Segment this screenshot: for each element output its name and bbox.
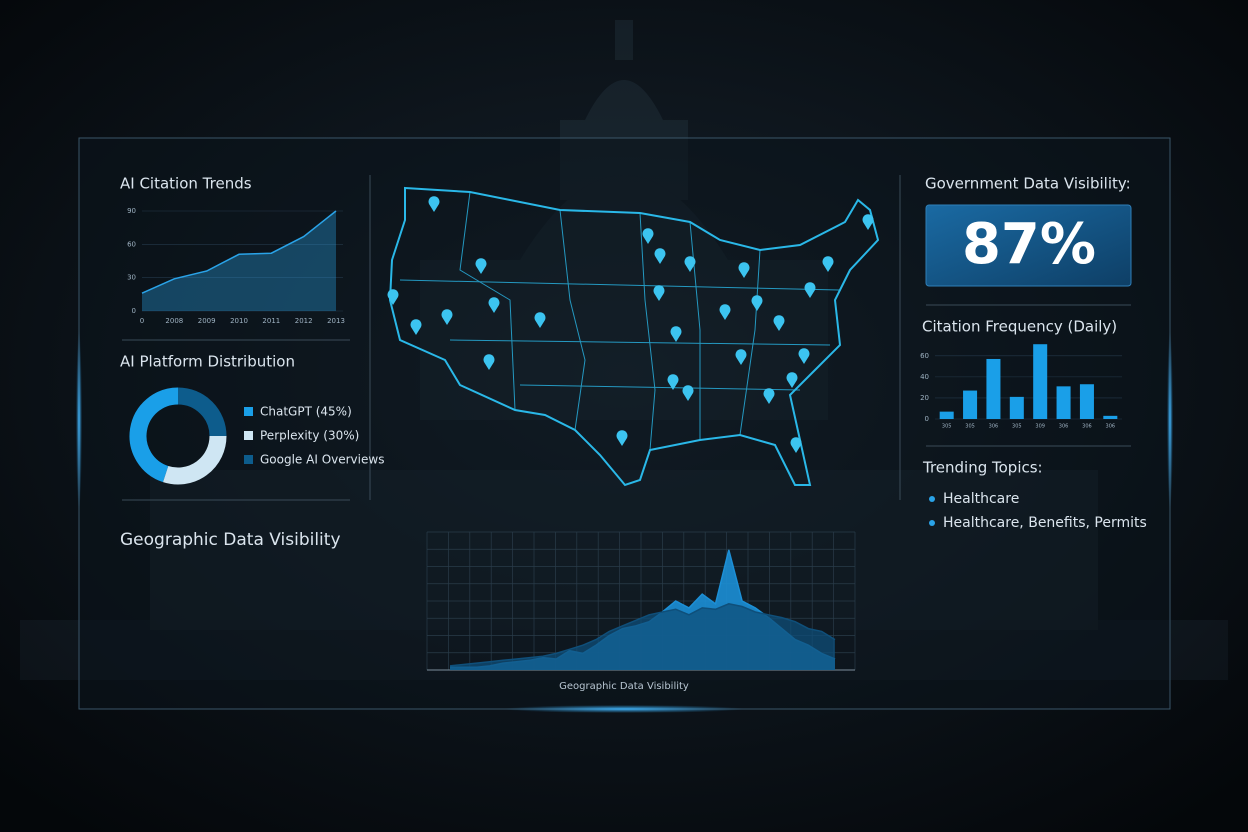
legend-swatch — [244, 407, 253, 416]
map-pin — [790, 437, 802, 453]
map-pin — [751, 295, 763, 311]
map-pin — [387, 289, 399, 305]
map-pin — [475, 258, 487, 274]
area-fill — [450, 603, 835, 670]
x-tick-label: 2009 — [198, 317, 216, 325]
trending-item: Healthcare — [943, 491, 1019, 507]
legend-swatch — [244, 431, 253, 440]
legend-label: ChatGPT (45%) — [260, 405, 352, 419]
x-tick-label: 2010 — [230, 317, 248, 325]
map-pin — [862, 214, 874, 230]
bar — [1033, 344, 1048, 419]
bar — [1103, 415, 1118, 419]
x-tick-label: 2012 — [295, 317, 313, 325]
map-pin — [616, 430, 628, 446]
donut-segment — [163, 435, 227, 485]
map-pin — [735, 349, 747, 365]
dividers — [122, 175, 1131, 501]
map-pin — [804, 282, 816, 298]
y-tick-label: 90 — [127, 207, 136, 215]
x-tick-label: 305 — [965, 424, 975, 430]
x-tick-label: 2013 — [327, 317, 345, 325]
kpi-value: 87% — [962, 212, 1096, 277]
map-pin — [483, 354, 495, 370]
y-tick-label: 60 — [127, 240, 136, 248]
chart-title: AI Platform Distribution — [120, 353, 295, 371]
y-tick-label: 30 — [127, 274, 136, 282]
chart-title: Geographic Data Visibility — [120, 530, 341, 550]
bar — [1079, 384, 1094, 419]
area-line — [449, 603, 836, 667]
map-pin — [667, 374, 679, 390]
bullet — [929, 496, 935, 502]
legend-swatch — [244, 455, 253, 464]
map-pin — [822, 256, 834, 272]
bullet — [929, 520, 935, 526]
us-map — [388, 186, 880, 487]
bar — [963, 390, 978, 419]
x-tick-label: 309 — [1035, 424, 1045, 430]
map-pin — [410, 319, 422, 335]
x-tick-label: 2008 — [165, 317, 183, 325]
x-tick-label: 0 — [140, 317, 144, 325]
map-pin — [441, 309, 453, 325]
y-tick-label: 40 — [920, 373, 929, 381]
bottom-glow — [504, 705, 744, 713]
map-pin — [684, 256, 696, 272]
chart-title: AI Citation Trends — [120, 175, 252, 193]
legend-label: Google AI Overviews — [260, 453, 384, 467]
x-tick-label: 306 — [1059, 424, 1069, 430]
donut-segment — [129, 387, 179, 483]
donut-segment — [177, 387, 227, 437]
map-pin — [654, 248, 666, 264]
map-pin — [488, 297, 500, 313]
right-glow — [1167, 330, 1173, 510]
chart-title: Citation Frequency (Daily) — [922, 318, 1117, 336]
map-pin — [534, 312, 546, 328]
trending-item: Healthcare, Benefits, Permits — [943, 515, 1147, 531]
map-pin — [682, 385, 694, 401]
map-pin — [653, 285, 665, 301]
x-axis-label: Geographic Data Visibility — [559, 681, 689, 692]
y-tick-label: 20 — [920, 394, 929, 402]
trending-title: Trending Topics: — [922, 459, 1043, 477]
left-glow — [76, 330, 82, 510]
x-tick-label: 305 — [1012, 424, 1022, 430]
map-pin — [719, 304, 731, 320]
map-pin — [773, 315, 785, 331]
map-pin — [428, 196, 440, 212]
x-tick-label: 306 — [1082, 424, 1092, 430]
y-tick-label: 0 — [132, 307, 136, 315]
map-pin — [738, 262, 750, 278]
map-pin — [670, 326, 682, 342]
map-pin — [798, 348, 810, 364]
map-pins — [387, 196, 874, 453]
map-pin — [763, 388, 775, 404]
legend-label: Perplexity (30%) — [260, 429, 359, 443]
area-fill — [142, 211, 336, 311]
x-tick-label: 306 — [989, 424, 999, 430]
bar — [939, 411, 954, 419]
map-pin — [786, 372, 798, 388]
kpi-box — [925, 204, 1132, 287]
area-line — [141, 210, 337, 294]
y-tick-label: 60 — [920, 352, 929, 360]
x-tick-label: 305 — [942, 424, 952, 430]
bar — [1009, 396, 1024, 419]
x-tick-label: 306 — [1106, 424, 1116, 430]
kpi-label: Government Data Visibility: — [925, 175, 1131, 193]
bar — [1056, 386, 1071, 419]
y-tick-label: 0 — [925, 415, 929, 423]
map-pin — [642, 228, 654, 244]
x-tick-label: 2011 — [262, 317, 280, 325]
bar — [986, 358, 1001, 419]
